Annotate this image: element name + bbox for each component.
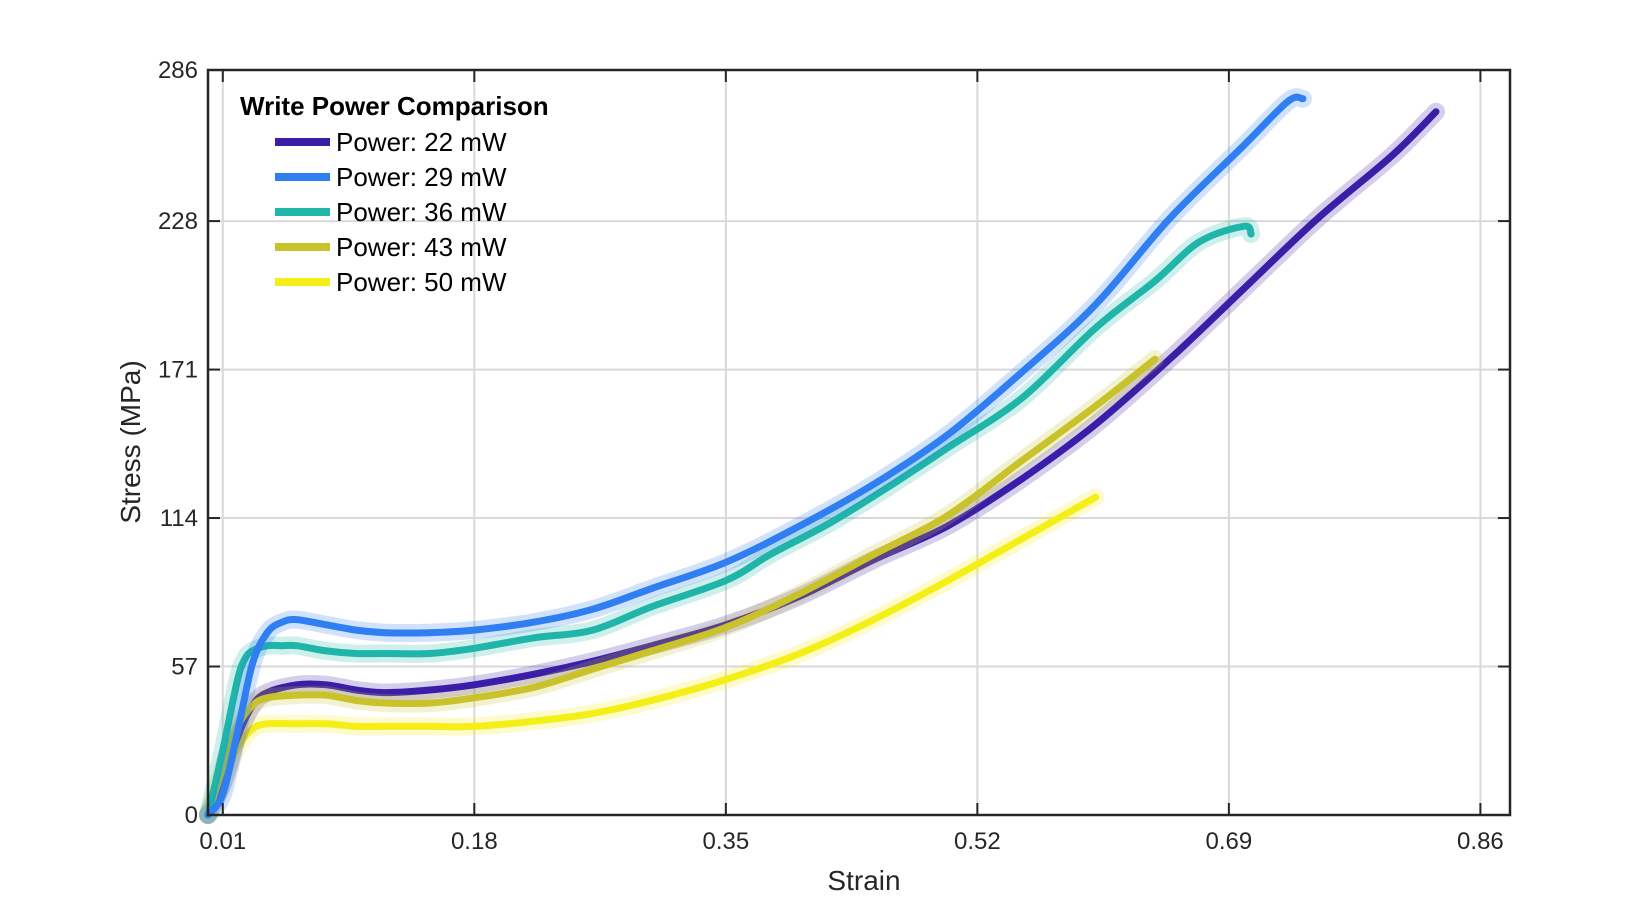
axes-box [206,68,1512,817]
y-tick-label: 114 [160,505,198,532]
legend-label: Power: 50 mW [336,267,507,297]
legend-label: Power: 43 mW [336,232,507,262]
legend-label: Power: 29 mW [336,162,507,192]
series-line [204,493,1100,819]
legend-label: Power: 22 mW [336,127,507,157]
x-axis-title: Strain [827,865,900,896]
legend: Write Power Comparison Power: 22 mW Power… [240,91,549,297]
y-axis-title: Stress (MPa) [115,360,146,523]
series-line [204,93,1307,819]
y-tick-label: 228 [158,208,198,235]
y-tick-label: 57 [171,654,198,681]
legend-title: Write Power Comparison [240,91,549,121]
x-tick-label: 0.86 [1457,828,1504,855]
x-tick-label: 0.35 [702,828,749,855]
x-tick-label: 0.69 [1206,828,1253,855]
x-tick-label: 0.01 [199,828,246,855]
series-line [204,108,1440,819]
x-tick-label: 0.18 [451,828,498,855]
y-tick-label: 0 [185,802,198,829]
series-line [204,355,1159,819]
legend-label: Power: 36 mW [336,197,507,227]
tick-marks [208,69,1510,816]
series-layer [199,88,1445,824]
y-tick-label: 171 [158,357,198,384]
y-tick-label: 286 [158,57,198,84]
x-tick-label: 0.52 [954,828,1001,855]
tick-labels: 0.01 0.18 0.35 0.52 0.69 0.86 0 57 114 171 228 286 [158,57,1504,855]
